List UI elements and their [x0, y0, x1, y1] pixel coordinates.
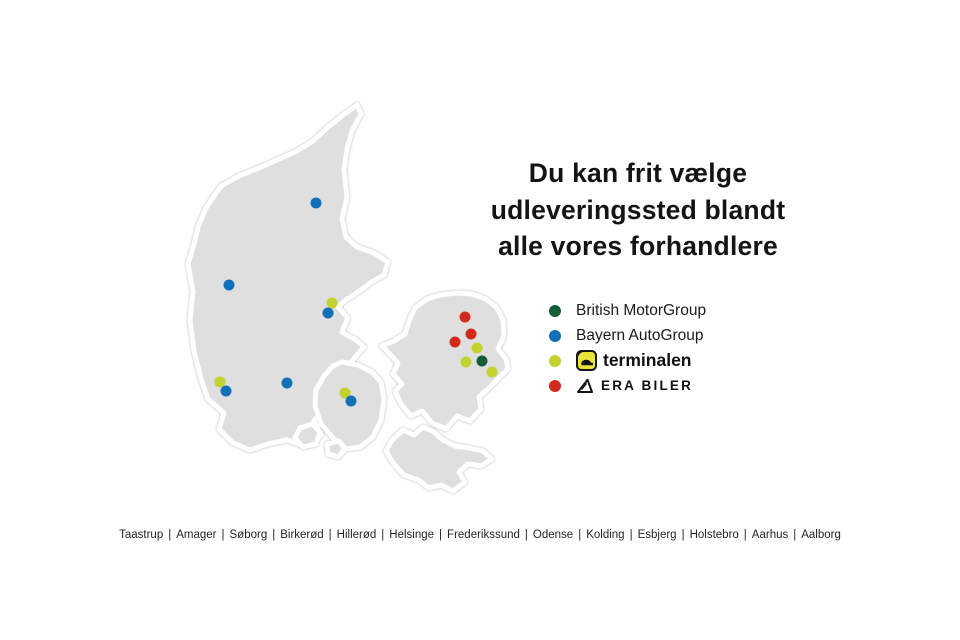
city-separator: |: [524, 529, 528, 541]
dealer-dot-era: [449, 336, 461, 348]
dealer-dot-terminalen: [214, 376, 226, 388]
city-separator: |: [221, 529, 225, 541]
city-separator: |: [328, 529, 332, 541]
legend-item-bayern: Bayern AutoGroup: [549, 326, 706, 345]
dealer-dot-bayern: [345, 395, 357, 407]
city-name: Odense: [532, 529, 574, 541]
dealer-dot-era: [465, 328, 477, 340]
city-name: Esbjerg: [637, 529, 677, 541]
map-small-island-1: [292, 421, 323, 450]
page-title-line-1: Du kan frit vælge: [528, 158, 748, 188]
dealer-dot-terminalen: [326, 297, 338, 309]
dealer-dot-terminalen: [339, 387, 351, 399]
city-separator: |: [743, 529, 747, 541]
city-separator: |: [681, 529, 685, 541]
page-title-line-2: udleveringssted blandt: [490, 194, 786, 225]
city-separator: |: [578, 529, 582, 541]
city-separator: |: [793, 529, 797, 541]
legend-dot-bmg: [549, 304, 561, 317]
dealer-dot-bayern: [223, 279, 235, 291]
city-name: Hillerød: [336, 529, 377, 541]
city-name: Aarhus: [751, 529, 789, 541]
city-separator: |: [629, 529, 633, 541]
legend-item-terminalen: terminalen: [549, 350, 706, 371]
city-separator: |: [381, 529, 385, 541]
dealer-dot-bmg: [476, 355, 488, 367]
city-name: Birkerød: [280, 529, 324, 541]
terminalen-logo-icon: [576, 350, 597, 371]
dealer-dot-era: [459, 311, 471, 323]
dealer-dot-bayern: [220, 385, 232, 397]
city-name: Taastrup: [119, 529, 164, 541]
dealer-dot-terminalen: [486, 366, 498, 378]
legend-label-terminalen: terminalen: [603, 350, 692, 370]
city-list: Taastrup | Amager | Søborg | Birkerød | Hillerød…: [0, 529, 960, 541]
dealer-dot-bayern: [322, 307, 334, 319]
legend-dot-bayern: [549, 329, 561, 342]
legend-label-era: ERA BILER: [601, 378, 694, 393]
legend-item-bmg: British MotorGroup: [549, 301, 706, 320]
city-separator: |: [168, 529, 172, 541]
dealer-dot-bayern: [281, 377, 293, 389]
city-name: Holstebro: [689, 529, 739, 541]
city-name: Kolding: [586, 529, 625, 541]
dealer-dot-terminalen: [460, 356, 472, 368]
city-separator: |: [272, 529, 276, 541]
city-name: Frederikssund: [447, 529, 520, 541]
legend-label-bmg: British MotorGroup: [576, 301, 707, 319]
dealer-dot-terminalen: [471, 342, 483, 354]
city-name: Helsinge: [389, 529, 435, 541]
city-name: Amager: [176, 529, 217, 541]
page-title: Du kan frit vælge udleveringssted blandt…: [447, 155, 829, 265]
legend-label-bayern: Bayern AutoGroup: [576, 326, 704, 344]
legend: British MotorGroup Bayern AutoGroup termin…: [549, 301, 706, 395]
legend-dot-era: [549, 379, 561, 392]
city-name: Søborg: [229, 529, 268, 541]
map-south-islands: [383, 424, 495, 494]
page-title-line-3: alle vores forhandlere: [498, 231, 778, 261]
city-name: Aalborg: [801, 529, 841, 541]
city-separator: |: [439, 529, 443, 541]
legend-item-era: ERA BILER: [549, 376, 706, 395]
map-small-island-2: [324, 438, 348, 460]
landmasses: [185, 102, 511, 494]
dealer-dots-layer: [214, 197, 498, 407]
legend-dot-terminalen: [549, 354, 561, 367]
era-logo-icon: [576, 378, 594, 394]
dealer-dot-bayern: [310, 197, 322, 209]
map-zealand: [379, 290, 511, 432]
